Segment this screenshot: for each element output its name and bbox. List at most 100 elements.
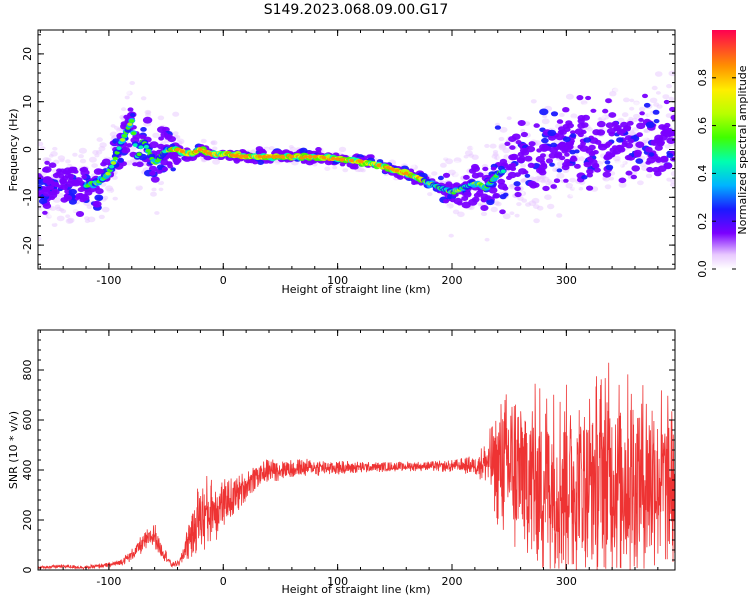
spectrogram-cell	[516, 157, 524, 162]
spectrogram-cell	[388, 174, 395, 180]
spectrogram-cell	[78, 154, 84, 159]
spectrogram-cell	[616, 129, 624, 135]
spectrogram-cell	[548, 176, 555, 181]
spectrogram-cell	[42, 203, 52, 209]
spectrogram-cell	[56, 215, 65, 222]
spectrogram-cell	[461, 201, 471, 209]
spectrogram-cell	[57, 193, 64, 198]
spectrogram-cell	[463, 174, 470, 180]
spectrogram-cell	[509, 165, 516, 170]
spectrogram-cell	[42, 166, 52, 173]
spectrogram-cell	[71, 160, 78, 165]
spectrogram-cell	[151, 187, 157, 192]
spectrogram-cell	[651, 85, 658, 91]
spectrogram-cell	[173, 160, 180, 165]
spectrogram-cell	[299, 147, 308, 154]
spectrogram-cell	[520, 163, 526, 168]
spectrogram-cell	[160, 131, 169, 138]
spectrogram-cell	[198, 147, 203, 152]
spectrogram-cell	[143, 144, 149, 149]
spectrogram-cell	[634, 94, 640, 98]
spectrogram-cell	[540, 153, 546, 158]
spectrogram-cell	[500, 169, 506, 174]
spectrogram-cell	[664, 144, 671, 149]
spectrogram-cell	[522, 170, 529, 175]
spectrogram-cell	[524, 115, 533, 122]
spectrogram-cell	[573, 191, 580, 197]
spectrogram-cell	[480, 205, 489, 211]
spectrogram-cell	[130, 146, 137, 151]
spectrogram-cell	[431, 171, 438, 176]
spectrogram-cell	[595, 176, 604, 182]
snr-y-ticks: 0 200 400 600 800	[21, 329, 675, 574]
spectrogram-cell	[50, 151, 58, 157]
spectrogram-cell	[303, 154, 308, 159]
spectrogram-cell	[375, 171, 383, 177]
spectrogram-cell	[656, 104, 663, 109]
spectrogram-cell	[495, 201, 502, 207]
spectrogram-cell	[105, 185, 114, 192]
spectrogram-cell	[57, 155, 66, 161]
spectrogram-cell	[531, 197, 540, 204]
spectrogram-cell	[593, 167, 601, 173]
spectrogram-y-tick-label: 0	[21, 146, 34, 153]
spectrogram-cell	[492, 150, 499, 154]
spectrogram-cell	[257, 154, 263, 159]
spectrogram-cell	[660, 130, 669, 137]
spectrogram-cell	[121, 147, 128, 152]
spectrogram-cell	[135, 161, 144, 168]
spectrogram-cell	[200, 138, 207, 144]
colorbar-ticks: 0.0 0.2 0.4 0.6 0.8	[696, 69, 736, 278]
spectrogram-cell	[515, 140, 522, 145]
spectrogram-cell	[44, 160, 50, 165]
spectrogram-cell	[645, 146, 653, 153]
spectrogram-cell	[275, 154, 281, 159]
spectrogram-cell	[138, 145, 144, 150]
spectrogram-cell	[596, 120, 606, 128]
spectrogram-cell	[489, 143, 497, 149]
spectrogram-cell	[129, 81, 135, 85]
spectrogram-cell	[570, 113, 578, 119]
spectrogram-cell	[559, 112, 565, 117]
spectrogram-cell	[606, 127, 616, 135]
spectrogram-cell	[499, 126, 508, 133]
spectrogram-x-tick-label: -100	[96, 274, 121, 287]
spectrogram-cell	[129, 112, 136, 117]
spectrogram-cell	[175, 147, 180, 152]
spectrogram-y-tick-label: -20	[21, 236, 34, 254]
spectrogram-cell	[158, 136, 165, 141]
spectrogram-cell	[471, 196, 480, 203]
spectrogram-cell	[498, 144, 507, 151]
spectrogram-cell	[72, 208, 78, 213]
spectrogram-cell	[534, 135, 542, 142]
spectrogram-cell	[494, 125, 501, 130]
spectrogram-cell	[671, 103, 675, 108]
spectrogram-cell	[150, 176, 160, 183]
spectrogram-cell	[234, 153, 240, 158]
spectrogram-x-ticks: -100 0 100 200 300	[39, 30, 659, 287]
spectrogram-cell	[145, 148, 151, 153]
spectrogram-cell	[58, 207, 64, 212]
spectrogram-cell	[52, 146, 58, 151]
spectrogram-cell	[509, 211, 515, 215]
colorbar-gradient	[712, 30, 736, 269]
spectrogram-cell	[63, 167, 73, 174]
spectrogram-cell	[149, 141, 159, 149]
spectrogram-cell	[121, 107, 127, 112]
spectrogram-cell	[54, 204, 61, 209]
spectrogram-cell	[592, 129, 601, 136]
spectrogram-cell	[666, 84, 672, 89]
spectrogram-cell	[556, 172, 565, 179]
spectrogram-cell	[621, 112, 629, 118]
spectrogram-cell	[481, 198, 487, 203]
spectrogram-cell	[574, 149, 580, 154]
spectrogram-cell	[506, 116, 512, 120]
spectrogram-cell	[68, 198, 77, 205]
spectrogram-cell	[84, 216, 90, 221]
spectrogram-cell	[654, 134, 664, 142]
spectrogram-cell	[482, 166, 489, 172]
spectrogram-cell	[553, 178, 561, 183]
spectrogram-cell	[124, 95, 130, 100]
spectrogram-cell	[75, 211, 85, 217]
spectrogram-cell	[262, 154, 267, 159]
